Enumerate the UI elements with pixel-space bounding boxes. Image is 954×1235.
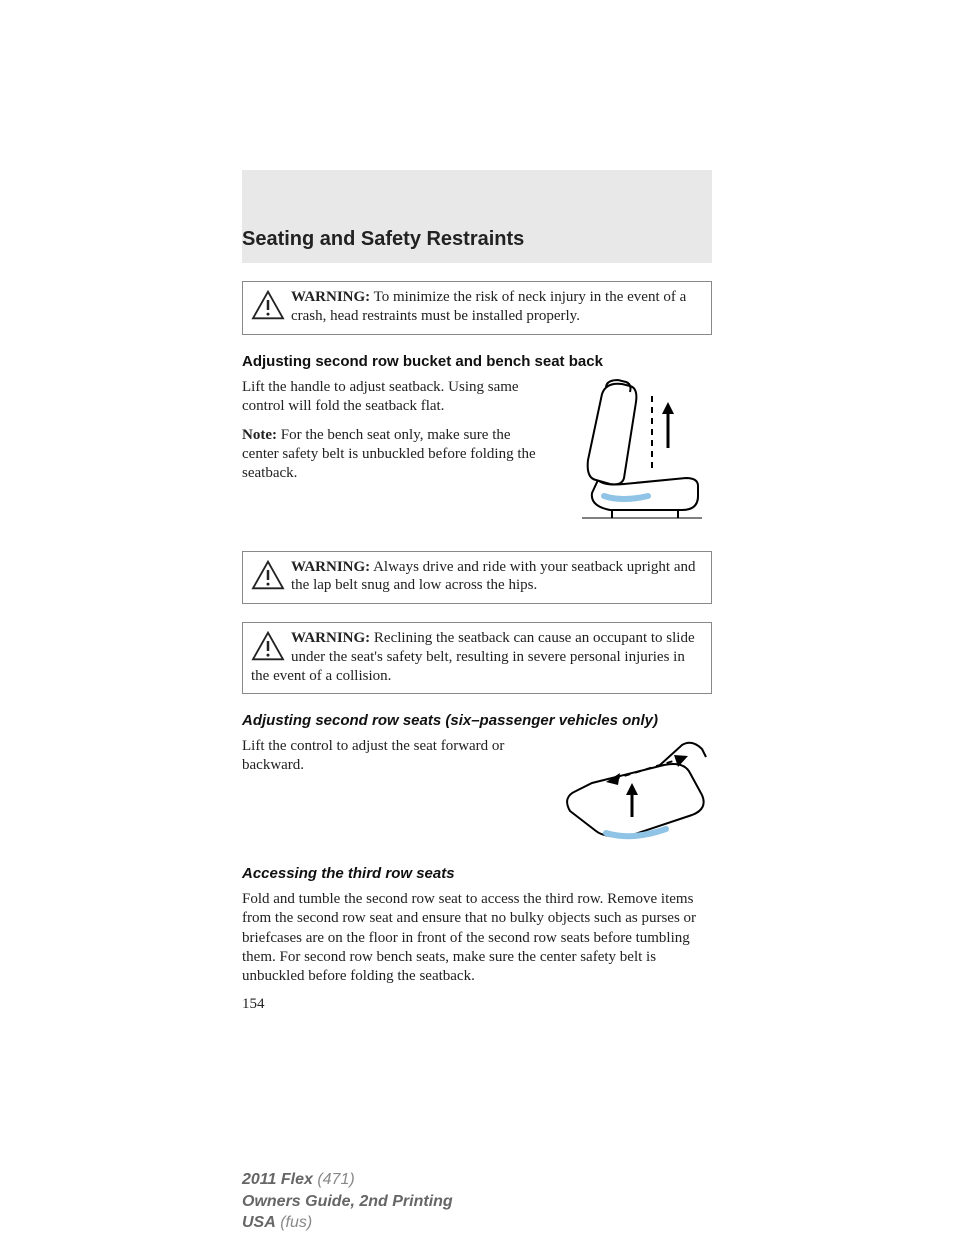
footer-code: (471) — [313, 1171, 355, 1188]
warning-label: WARNING: — [291, 559, 370, 575]
warning-box-1: WARNING: To minimize the risk of neck in… — [242, 281, 712, 335]
footer-line-3: USA (fus) — [242, 1212, 453, 1234]
subheading-third-row: Accessing the third row seats — [242, 865, 712, 882]
s1-note: Note: For the bench seat only, make sure… — [242, 426, 538, 484]
footer-region-code: (fus) — [276, 1214, 312, 1231]
warning-box-3: WARNING: Reclining the seatback can caus… — [242, 622, 712, 694]
footer-model: 2011 Flex — [242, 1171, 313, 1188]
footer-line-1: 2011 Flex (471) — [242, 1169, 453, 1191]
warning-box-2: WARNING: Always drive and ride with your… — [242, 551, 712, 605]
warning-triangle-icon — [251, 290, 285, 320]
section-2-row: Lift the control to adjust the seat forw… — [242, 737, 712, 847]
subheading-adjust-seatback: Adjusting second row bucket and bench se… — [242, 353, 712, 370]
note-text: For the bench seat only, make sure the c… — [242, 427, 536, 481]
subheading-six-passenger: Adjusting second row seats (six–passenge… — [242, 712, 712, 729]
header-band: Seating and Safety Restraints — [242, 170, 712, 263]
page-number: 154 — [242, 996, 712, 1013]
footer-region: USA — [242, 1214, 276, 1231]
warning-label: WARNING: — [291, 630, 370, 646]
note-label: Note: — [242, 427, 277, 443]
section-1-row: Lift the handle to adjust seatback. Usin… — [242, 378, 712, 533]
figure-seat-slide — [552, 737, 712, 847]
footer: 2011 Flex (471) Owners Guide, 2nd Printi… — [242, 1169, 453, 1234]
figure-seat-side — [552, 378, 712, 533]
warning-triangle-icon — [251, 560, 285, 590]
s3-paragraph: Fold and tumble the second row seat to a… — [242, 890, 712, 986]
warning-label: WARNING: — [291, 289, 370, 305]
s1-paragraph: Lift the handle to adjust seatback. Usin… — [242, 378, 538, 416]
warning-triangle-icon — [251, 631, 285, 661]
footer-line-2: Owners Guide, 2nd Printing — [242, 1191, 453, 1213]
s2-paragraph: Lift the control to adjust the seat forw… — [242, 737, 538, 775]
section-2-text: Lift the control to adjust the seat forw… — [242, 737, 538, 785]
section-title: Seating and Safety Restraints — [242, 228, 712, 251]
section-1-text: Lift the handle to adjust seatback. Usin… — [242, 378, 538, 494]
page-content: Seating and Safety Restraints WARNING: T… — [242, 170, 712, 1013]
